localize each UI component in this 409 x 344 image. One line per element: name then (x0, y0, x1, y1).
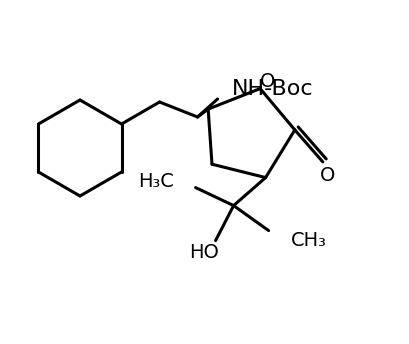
Text: HO: HO (189, 243, 218, 262)
Text: CH₃: CH₃ (291, 231, 326, 250)
Text: O: O (259, 72, 275, 91)
Text: O: O (320, 166, 335, 185)
Text: NH-Boc: NH-Boc (232, 79, 313, 99)
Text: H₃C: H₃C (138, 172, 173, 191)
